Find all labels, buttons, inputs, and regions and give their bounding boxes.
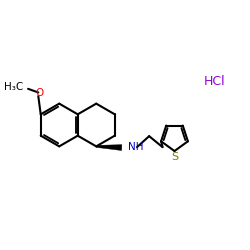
Text: HCl: HCl bbox=[204, 75, 226, 88]
Text: O: O bbox=[36, 88, 44, 98]
Polygon shape bbox=[96, 145, 122, 150]
Text: S: S bbox=[171, 152, 178, 162]
Text: H₃C: H₃C bbox=[4, 82, 24, 92]
Text: NH: NH bbox=[128, 142, 143, 152]
